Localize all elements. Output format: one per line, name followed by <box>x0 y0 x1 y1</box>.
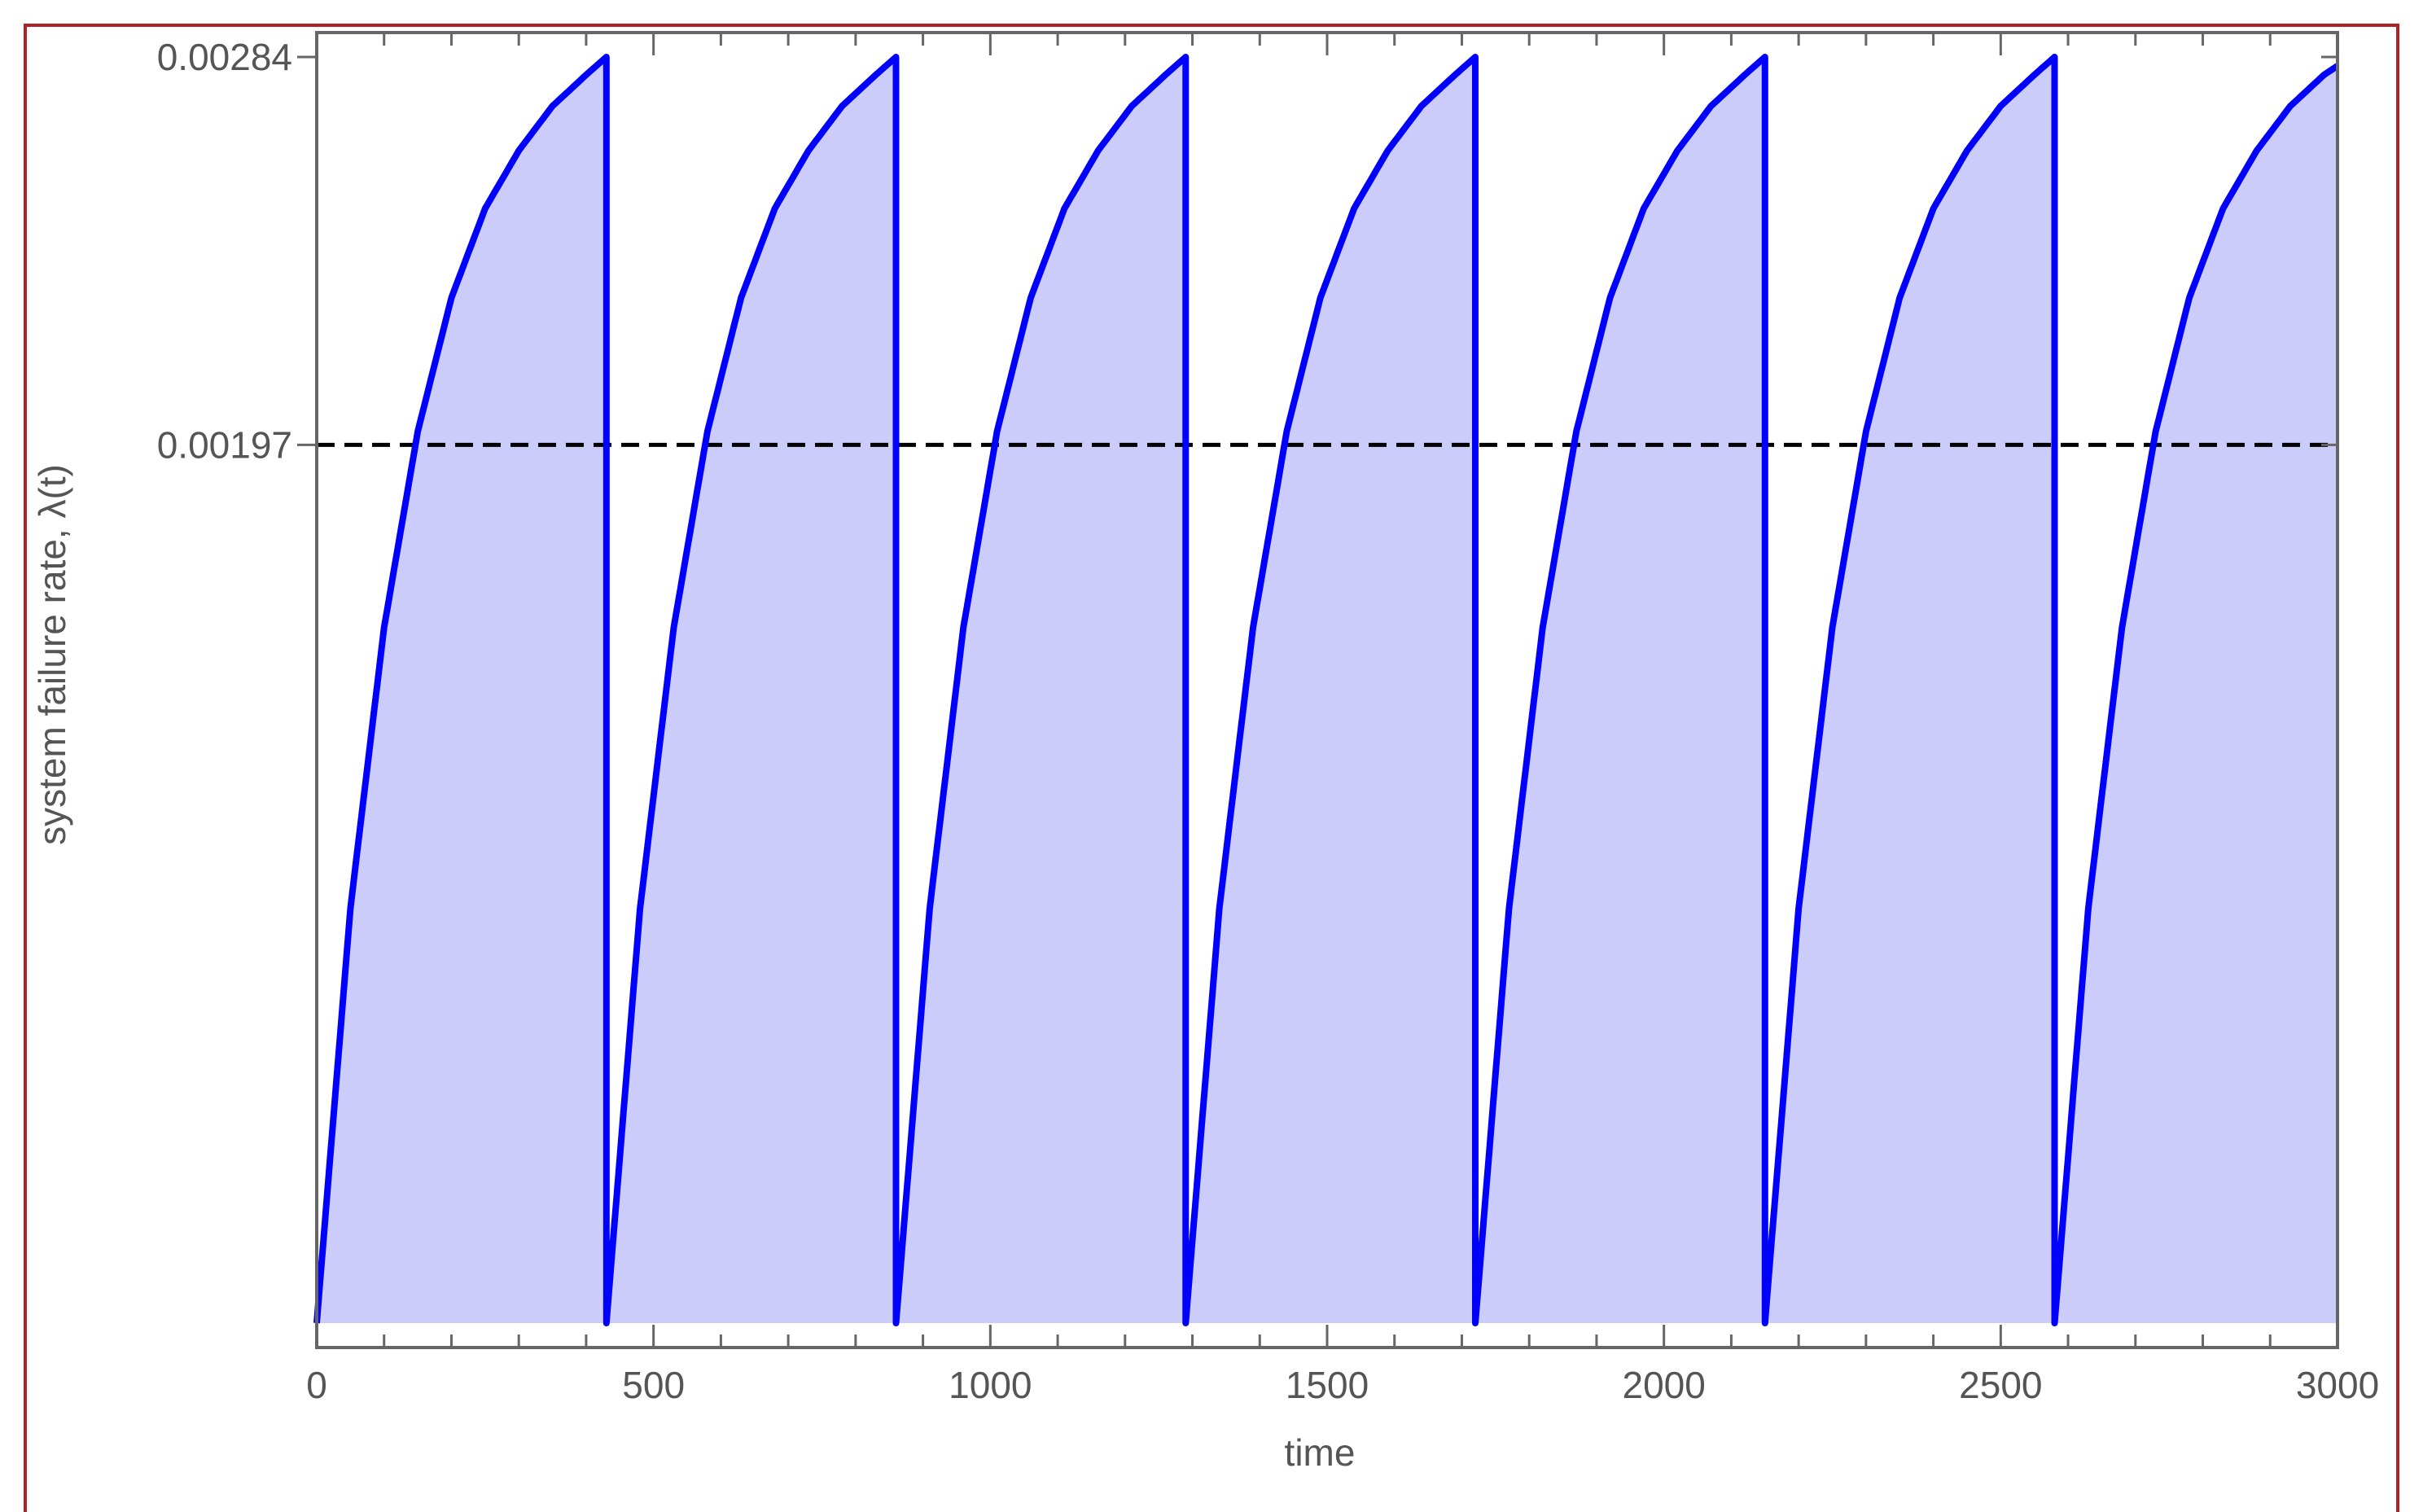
y-axis-title: system failure rate, λ(t) <box>31 464 73 845</box>
labels-layer: 0 500 1000 1500 2000 2500 3000 0.00197 0.00284 <box>157 36 2379 1406</box>
y-tick-label: 0.00197 <box>157 423 292 466</box>
x-tick-label: 2500 <box>1959 1364 2042 1406</box>
x-axis-title: time <box>1285 1431 1356 1474</box>
x-tick-label: 3000 <box>2296 1364 2379 1406</box>
x-tick-label: 0 <box>306 1364 327 1406</box>
y-tick-label: 0.00284 <box>157 36 292 78</box>
series-line <box>313 54 2340 1326</box>
x-tick-label: 1000 <box>949 1364 1032 1406</box>
x-tick-label: 1500 <box>1286 1364 1369 1406</box>
ticks-layer <box>297 33 2339 1348</box>
x-tick-label: 2000 <box>1622 1364 1705 1406</box>
series-line-layer <box>313 54 2340 1326</box>
area-fill <box>317 57 2338 1323</box>
outer-border <box>24 24 2399 1512</box>
x-tick-label: 500 <box>622 1364 685 1406</box>
area-fill-layer <box>317 57 2338 1323</box>
